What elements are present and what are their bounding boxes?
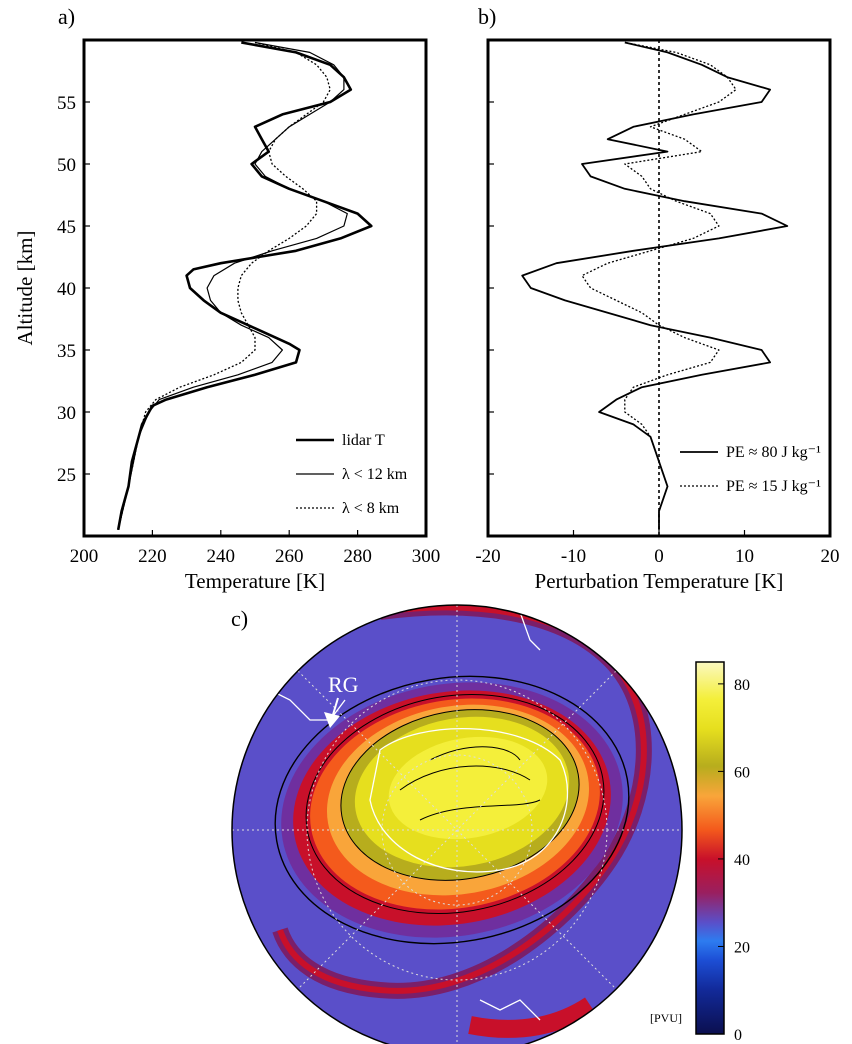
panel-b: -20 -10 0 10 20 PE ≈ 80 J kg⁻¹ PE ≈ 15 J kg⁻¹… <box>475 38 840 593</box>
series-line-3 <box>117 41 331 530</box>
legend-label-1: lidar T <box>342 432 385 449</box>
colorbar: 0 20 40 60 80 [PVU] <box>650 661 750 1044</box>
colorbar-gradient <box>695 661 725 1035</box>
x-tick-label: 10 <box>735 546 754 567</box>
colorbar-unit-label: [PVU] <box>650 1011 682 1025</box>
x-tick-label: 220 <box>138 546 167 567</box>
panel-a: 200 220 240 260 280 300 25 30 35 40 45 50 55 lidar T… <box>13 38 441 593</box>
colorbar-tick-label: 80 <box>734 677 750 694</box>
y-tick-label: 35 <box>57 341 76 362</box>
series-line-1 <box>521 41 789 530</box>
colorbar-tick-label: 40 <box>734 852 750 869</box>
contour-line <box>274 675 630 945</box>
panel-b-legend: PE ≈ 80 J kg⁻¹ PE ≈ 15 J kg⁻¹ <box>680 444 821 495</box>
legend-label-1: PE ≈ 80 J kg⁻¹ <box>726 444 821 461</box>
series-line-1 <box>116 41 373 531</box>
rg-arrow-head <box>324 712 340 728</box>
x-tick-label: 240 <box>207 546 236 567</box>
colorbar-tick-label: 60 <box>734 764 750 781</box>
y-tick-label: 45 <box>57 217 76 238</box>
x-tick-label: 280 <box>343 546 372 567</box>
polar-grid <box>232 605 682 1044</box>
panel-a-ylabel: Altitude [km] <box>13 231 37 346</box>
legend-label-2: λ < 12 km <box>342 466 408 483</box>
panel-b-label: b) <box>478 4 496 29</box>
pv-filament-lower <box>468 997 595 1038</box>
x-tick-label: -20 <box>475 546 500 567</box>
panel-a-frame <box>82 38 428 538</box>
panel-a-legend: lidar T λ < 12 km λ < 8 km <box>296 432 408 517</box>
rg-site-label: RG <box>328 672 359 697</box>
panel-a-xlabel: Temperature [K] <box>185 569 325 593</box>
x-tick-label: 300 <box>412 546 441 567</box>
legend-label-2: PE ≈ 15 J kg⁻¹ <box>726 478 821 495</box>
contour-swirl <box>399 746 541 821</box>
map-boundary <box>231 604 683 1044</box>
y-tick-label: 50 <box>57 155 76 176</box>
colorbar-tick-label: 0 <box>734 1027 742 1044</box>
x-tick-label: 260 <box>275 546 304 567</box>
y-tick-label: 25 <box>57 465 76 486</box>
legend-label-3: λ < 8 km <box>342 500 400 517</box>
x-tick-label: 0 <box>654 546 664 567</box>
x-tick-label: -10 <box>561 546 586 567</box>
y-tick-label: 40 <box>57 279 76 300</box>
panel-b-xlabel: Perturbation Temperature [K] <box>535 569 784 593</box>
panel-c-label: c) <box>231 606 248 631</box>
series-line-2 <box>117 41 348 530</box>
vortex-core <box>388 736 548 840</box>
panel-c-map: RG <box>231 604 683 1044</box>
panel-a-label: a) <box>58 4 75 29</box>
x-tick-label: 200 <box>70 546 99 567</box>
series-line-2 <box>581 41 737 530</box>
x-tick-label: 20 <box>821 546 840 567</box>
y-tick-label: 30 <box>57 403 76 424</box>
contour-line <box>340 709 580 881</box>
y-tick-label: 55 <box>57 93 76 114</box>
colorbar-tick-label: 20 <box>734 939 750 956</box>
